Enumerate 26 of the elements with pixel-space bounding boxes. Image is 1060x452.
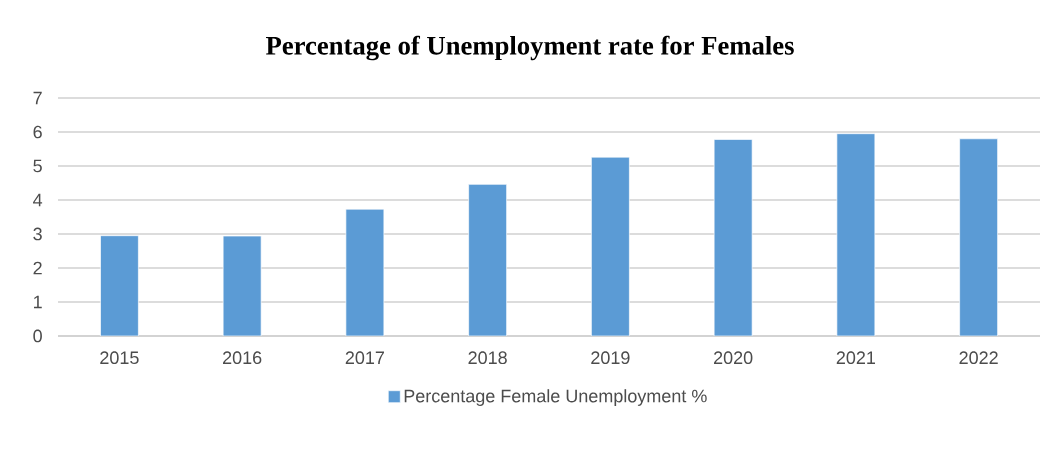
x-tick-label: 2017 [345,351,384,365]
y-tick-label: 1 [34,295,42,309]
y-tick-label: 5 [33,159,42,173]
y-tick-label: 6 [33,125,42,139]
x-tick-label: 2019 [591,351,630,365]
bar [959,138,998,336]
x-tick-label: 2018 [468,351,507,365]
y-tick-label: 7 [33,91,42,105]
chart-title: Percentage of Unemployment rate for Females [266,35,794,61]
x-tick-label: 2022 [959,351,998,365]
y-tick-label: 3 [33,227,42,241]
bar [713,139,753,336]
x-tick-label: 2015 [100,351,139,365]
legend-label: Percentage Female Unemployment % [404,389,707,406]
bar [468,184,507,336]
y-tick-label: 2 [33,261,42,275]
x-tick-label: 2016 [223,351,262,365]
y-tick-label: 4 [33,193,43,207]
bar [222,235,262,336]
x-tick-label: 2021 [836,351,876,365]
bar [100,235,139,336]
x-tick-label: 2020 [714,351,753,365]
bar [591,156,630,336]
bar [345,208,385,336]
bar [836,133,876,336]
y-tick-label: 0 [33,329,42,343]
